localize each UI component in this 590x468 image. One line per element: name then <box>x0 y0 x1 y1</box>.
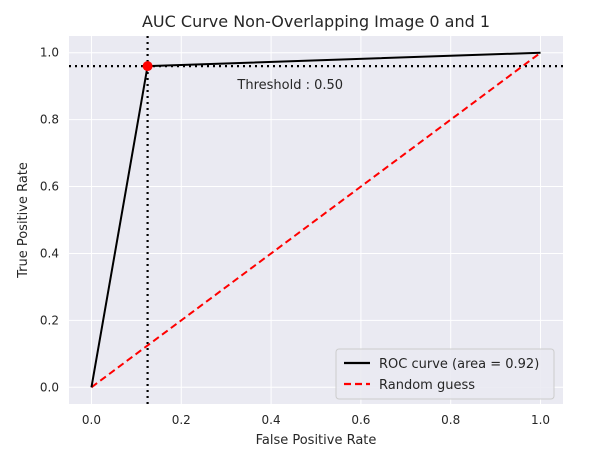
threshold-point <box>143 61 153 71</box>
y-tick-label: 0.8 <box>40 113 59 127</box>
x-tick-label: 0.0 <box>82 413 101 427</box>
x-tick-label: 1.0 <box>531 413 550 427</box>
y-axis-label: True Positive Rate <box>16 162 31 279</box>
y-tick-label: 1.0 <box>40 46 59 60</box>
y-tick-label: 0.2 <box>40 313 59 327</box>
y-tick-label: 0.4 <box>40 246 59 260</box>
y-tick-label: 0.6 <box>40 180 59 194</box>
x-tick-label: 0.4 <box>262 413 281 427</box>
x-tick-label: 0.6 <box>351 413 370 427</box>
y-tick-label: 0.0 <box>40 380 59 394</box>
chart-title: AUC Curve Non-Overlapping Image 0 and 1 <box>142 12 490 31</box>
legend-label: Random guess <box>379 378 475 393</box>
x-tick-label: 0.2 <box>172 413 191 427</box>
threshold-annotation: Threshold : 0.50 <box>236 78 343 93</box>
x-axis-label: False Positive Rate <box>256 433 377 448</box>
legend-label: ROC curve (area = 0.92) <box>379 357 539 372</box>
legend: ROC curve (area = 0.92) Random guess <box>336 349 554 399</box>
x-tick-label: 0.8 <box>441 413 460 427</box>
